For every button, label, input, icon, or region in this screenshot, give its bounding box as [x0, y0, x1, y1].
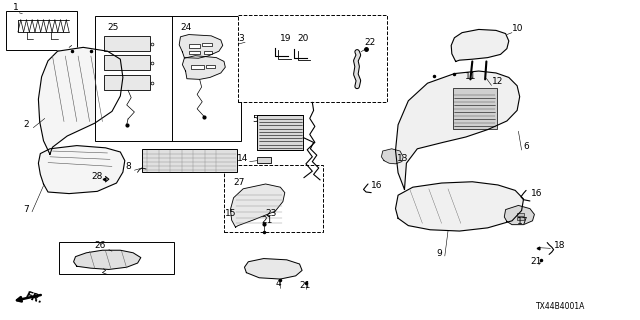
- Bar: [257, 115, 303, 150]
- Text: 19: 19: [280, 34, 292, 43]
- Text: FR.: FR.: [24, 291, 45, 306]
- Text: 4: 4: [275, 279, 281, 288]
- Text: 22: 22: [365, 38, 376, 47]
- Text: 28: 28: [91, 172, 102, 181]
- Polygon shape: [396, 71, 520, 189]
- Text: 21: 21: [261, 216, 273, 225]
- Text: 10: 10: [512, 24, 524, 33]
- Text: 25: 25: [108, 23, 119, 32]
- Text: 11: 11: [465, 72, 476, 81]
- Bar: [95, 16, 241, 141]
- Text: 27: 27: [234, 178, 245, 187]
- Bar: [191, 65, 204, 69]
- Bar: [104, 55, 150, 70]
- Bar: [204, 51, 212, 54]
- Text: TX44B4001A: TX44B4001A: [536, 302, 586, 311]
- Bar: [189, 51, 200, 54]
- Polygon shape: [504, 205, 534, 225]
- Text: 21: 21: [530, 257, 541, 266]
- Text: 17: 17: [517, 217, 529, 226]
- Bar: [104, 36, 150, 51]
- Bar: [189, 44, 200, 48]
- Polygon shape: [74, 250, 141, 269]
- Text: 7: 7: [23, 205, 29, 214]
- Text: 2: 2: [23, 120, 29, 129]
- Text: 14: 14: [237, 154, 248, 163]
- Text: 3: 3: [238, 34, 244, 43]
- Polygon shape: [451, 29, 509, 61]
- Text: 20: 20: [298, 34, 309, 43]
- Text: 5: 5: [252, 115, 258, 124]
- Text: 18: 18: [554, 241, 565, 250]
- Text: 9: 9: [436, 249, 442, 258]
- Bar: [517, 213, 524, 216]
- Bar: [453, 88, 497, 129]
- Text: 23: 23: [266, 209, 277, 218]
- Bar: [517, 217, 524, 220]
- Bar: [257, 157, 271, 163]
- Bar: [202, 43, 212, 46]
- Polygon shape: [182, 56, 225, 79]
- Polygon shape: [381, 149, 403, 164]
- Text: 6: 6: [524, 142, 529, 151]
- Text: 12: 12: [492, 77, 503, 86]
- Text: 21: 21: [300, 281, 311, 290]
- Text: 1: 1: [13, 3, 19, 12]
- Bar: [206, 65, 215, 68]
- Polygon shape: [244, 259, 302, 279]
- Polygon shape: [38, 146, 125, 194]
- Polygon shape: [179, 35, 223, 58]
- Bar: [224, 165, 323, 232]
- Text: 24: 24: [180, 23, 192, 32]
- Bar: [238, 15, 387, 102]
- Bar: [104, 75, 150, 90]
- Bar: [59, 242, 174, 274]
- Text: 13: 13: [397, 154, 408, 163]
- Bar: [6, 11, 77, 50]
- Text: 16: 16: [531, 189, 543, 198]
- Polygon shape: [38, 47, 123, 154]
- Polygon shape: [396, 182, 524, 231]
- Text: 26: 26: [95, 241, 106, 250]
- Polygon shape: [230, 184, 285, 227]
- Text: 15: 15: [225, 209, 237, 218]
- Text: 8: 8: [125, 162, 131, 171]
- Text: 16: 16: [371, 181, 383, 190]
- Bar: [142, 149, 237, 172]
